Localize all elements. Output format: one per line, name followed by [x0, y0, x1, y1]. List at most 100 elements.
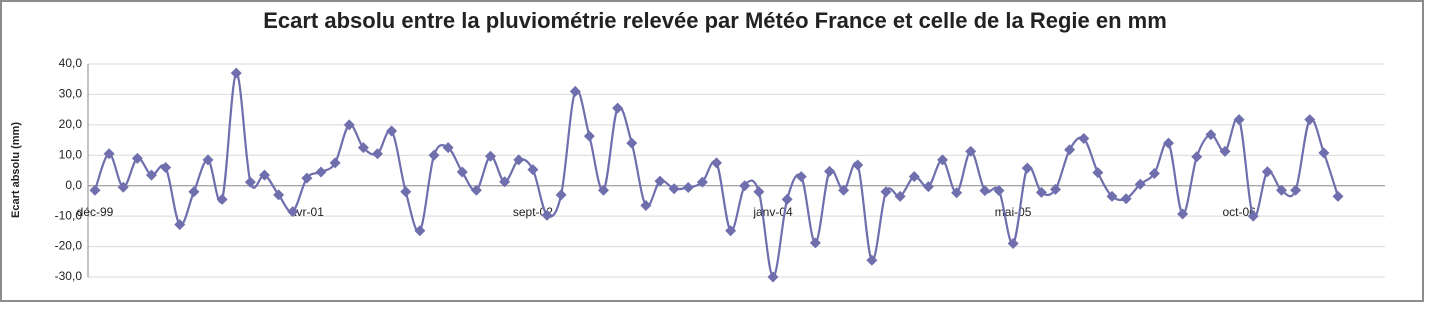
- chart-frame: [0, 0, 1424, 302]
- marker: [725, 225, 737, 237]
- y-tick-label: -30,0: [55, 269, 83, 283]
- marker: [131, 152, 143, 164]
- marker: [315, 166, 327, 178]
- marker: [301, 172, 313, 184]
- marker: [626, 137, 638, 149]
- y-tick-label: 0,0: [65, 178, 82, 192]
- marker: [414, 225, 426, 237]
- marker: [188, 186, 200, 198]
- marker: [795, 171, 807, 183]
- marker: [329, 157, 341, 169]
- marker: [1276, 184, 1287, 196]
- marker: [1233, 114, 1245, 126]
- marker: [951, 187, 963, 199]
- marker: [1205, 129, 1217, 141]
- marker: [1261, 166, 1273, 178]
- marker: [668, 183, 680, 195]
- marker: [343, 119, 355, 131]
- marker: [1163, 137, 1174, 149]
- marker: [583, 130, 595, 142]
- marker: [1247, 210, 1259, 222]
- y-tick-label: -10,0: [55, 208, 83, 222]
- marker: [696, 176, 708, 188]
- marker: [682, 182, 694, 194]
- marker: [640, 199, 652, 211]
- x-tick-label: mai-05: [995, 205, 1032, 219]
- marker: [937, 154, 948, 166]
- marker: [1092, 167, 1104, 179]
- marker: [1332, 190, 1344, 202]
- marker: [117, 181, 129, 193]
- marker: [993, 185, 1005, 197]
- x-tick-label: janv-04: [752, 205, 793, 219]
- marker: [386, 125, 398, 137]
- marker: [89, 184, 101, 196]
- marker: [1304, 114, 1316, 126]
- marker: [174, 219, 186, 231]
- marker: [1078, 133, 1090, 145]
- marker: [1177, 208, 1189, 220]
- y-tick-label: 20,0: [59, 117, 83, 131]
- marker: [428, 149, 440, 161]
- marker: [612, 102, 624, 114]
- marker: [1290, 184, 1302, 196]
- marker: [485, 150, 496, 162]
- marker: [654, 175, 666, 187]
- marker: [569, 85, 581, 97]
- marker: [753, 186, 765, 198]
- marker: [103, 148, 115, 160]
- marker: [1106, 190, 1118, 202]
- marker: [1191, 151, 1203, 163]
- marker: [273, 189, 285, 201]
- marker: [541, 209, 553, 221]
- marker: [838, 184, 850, 196]
- marker: [711, 157, 722, 169]
- marker: [1148, 168, 1160, 180]
- marker: [1134, 178, 1146, 190]
- marker: [922, 181, 934, 193]
- x-tick-label: déc-99: [77, 205, 114, 219]
- marker: [1021, 162, 1033, 174]
- marker: [442, 142, 454, 154]
- y-tick-label: 30,0: [59, 87, 83, 101]
- marker: [372, 148, 383, 160]
- marker: [470, 184, 482, 196]
- marker: [908, 171, 920, 183]
- marker: [202, 154, 214, 166]
- marker: [1035, 186, 1047, 198]
- marker: [739, 180, 751, 192]
- marker: [513, 154, 525, 166]
- y-tick-label: -20,0: [55, 239, 83, 253]
- marker: [216, 193, 228, 205]
- marker: [1318, 147, 1330, 159]
- y-tick-label: 40,0: [59, 56, 83, 70]
- marker: [1120, 193, 1132, 205]
- marker: [880, 186, 892, 198]
- chart-title: Ecart absolu entre la pluviométrie relev…: [263, 8, 1167, 33]
- x-tick-label: avr-01: [290, 205, 324, 219]
- marker: [499, 176, 511, 188]
- marker: [244, 176, 256, 188]
- marker: [259, 169, 270, 181]
- marker: [598, 184, 609, 196]
- marker: [852, 159, 864, 171]
- marker: [894, 190, 906, 202]
- marker: [1007, 238, 1019, 250]
- marker: [1219, 145, 1231, 157]
- marker: [866, 254, 878, 266]
- x-tick-label: oct-06: [1222, 205, 1256, 219]
- marker: [287, 206, 299, 218]
- marker: [146, 169, 157, 181]
- marker: [456, 166, 468, 178]
- marker: [965, 145, 977, 157]
- y-tick-label: 10,0: [59, 147, 83, 161]
- marker: [1064, 144, 1076, 156]
- marker: [230, 67, 242, 79]
- marker: [979, 185, 991, 197]
- marker: [781, 193, 793, 205]
- marker: [555, 189, 567, 201]
- marker: [527, 164, 539, 176]
- marker: [1050, 183, 1061, 195]
- marker: [357, 142, 369, 154]
